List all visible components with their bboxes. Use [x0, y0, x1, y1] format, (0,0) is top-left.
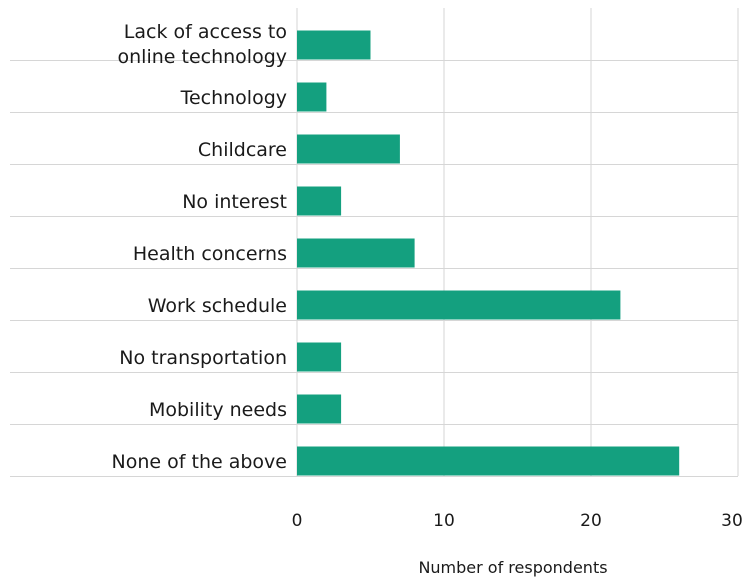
x-tick-label-3: 30	[721, 511, 743, 531]
bar-2	[297, 134, 400, 164]
category-label-8: None of the above	[112, 451, 287, 473]
bars	[297, 30, 680, 476]
bar-1	[297, 82, 327, 112]
category-label-2: Childcare	[198, 139, 287, 161]
category-label-3: No interest	[182, 191, 287, 213]
x-tick-label-0: 0	[292, 511, 303, 531]
x-tick-labels: 0 10 20 30	[292, 511, 743, 531]
category-label-4: Health concerns	[133, 243, 287, 265]
category-label-0: Lack of access to online technology	[118, 21, 288, 68]
x-tick-label-1: 10	[433, 511, 455, 531]
bar-0	[297, 30, 371, 60]
bar-6	[297, 342, 342, 372]
category-labels: Lack of access to online technology Techno…	[112, 21, 287, 473]
bar-4	[297, 238, 415, 268]
category-label-1: Technology	[180, 87, 287, 109]
category-label-7: Mobility needs	[149, 399, 287, 421]
category-label-5: Work schedule	[148, 295, 287, 317]
x-axis-title: Number of respondents	[418, 558, 607, 577]
bar-7	[297, 394, 342, 424]
bar-5	[297, 290, 621, 320]
x-tick-label-2: 20	[580, 511, 602, 531]
bar-3	[297, 186, 342, 216]
bar-8	[297, 446, 680, 476]
row-separators	[10, 60, 738, 477]
category-label-6: No transportation	[119, 347, 287, 369]
